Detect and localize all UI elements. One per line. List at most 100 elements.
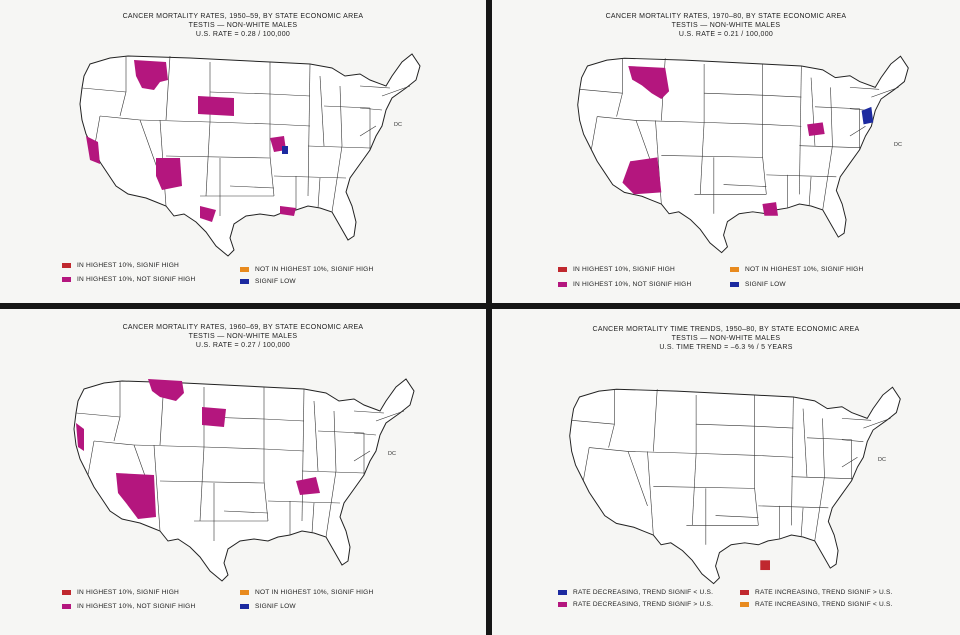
state-border (699, 122, 705, 195)
state-border (800, 507, 804, 538)
state-border (758, 505, 829, 509)
legend-swatch (62, 263, 71, 268)
dc-label: DC (878, 457, 886, 463)
state-border (317, 177, 321, 209)
highlighted-area-midwest (807, 122, 825, 136)
us-map (569, 386, 901, 585)
highlighted-area-montana (628, 65, 670, 100)
title-line-3: U.S. RATE = 0.28 / 100,000 (195, 31, 291, 38)
state-border (863, 418, 891, 429)
us-map (79, 53, 421, 257)
state-border (153, 444, 161, 532)
us-outline (577, 55, 909, 254)
legend-item: IN HIGHEST 10%, SIGNIF HIGH (62, 589, 179, 596)
state-border (263, 418, 305, 422)
highlighted-area-south-dakota (202, 407, 226, 427)
state-border (661, 155, 763, 158)
state-border (353, 450, 371, 462)
highlighted-area-montana (148, 379, 184, 401)
state-border (331, 145, 343, 213)
title-line-3: U.S. RATE = 0.27 / 100,000 (195, 342, 291, 349)
highlighted-area-arizona (622, 157, 662, 195)
state-border (802, 408, 808, 477)
panel-title: CANCER MORTALITY RATES, 1950–59, BY STAT… (0, 12, 486, 39)
state-border (307, 63, 311, 197)
state-border (822, 145, 833, 210)
state-border (263, 448, 305, 452)
highlighted-area-montana (134, 60, 168, 90)
map-panel-time-trends: CANCER MORTALITY TIME TRENDS, 1950–80, B… (492, 309, 960, 635)
legend-item: RATE DECREASING, TREND SIGNIF > U.S. (558, 601, 713, 608)
state-border (359, 125, 377, 137)
legend-swatch (240, 590, 249, 595)
panel-title: CANCER MORTALITY RATES, 1970–80, BY STAT… (492, 12, 960, 39)
legend-item: IN HIGHEST 10%, SIGNIF HIGH (558, 266, 675, 273)
state-border (317, 430, 365, 434)
state-border (715, 515, 759, 518)
state-border (704, 92, 763, 96)
state-border (754, 425, 794, 429)
state-border (339, 85, 343, 147)
highlighted-area-arizona (156, 158, 182, 190)
title-line-2: TESTIS — NON-WHITE MALES (188, 333, 298, 340)
title-line-1: CANCER MORTALITY RATES, 1970–80, BY STAT… (605, 13, 847, 20)
state-border (113, 416, 121, 442)
legend-swatch (740, 602, 749, 607)
title-line-3: U.S. TIME TREND = –6.3 % / 5 YEARS (659, 344, 793, 351)
state-border (849, 126, 866, 137)
legend-swatch (558, 602, 567, 607)
map-panel-1960-69: CANCER MORTALITY RATES, 1960–69, BY STAT… (0, 309, 486, 635)
state-border (269, 155, 275, 197)
state-border (313, 400, 319, 472)
state-border (849, 87, 880, 90)
state-border (841, 418, 872, 421)
highlighted-area-southeast (280, 206, 296, 216)
state-border (814, 476, 825, 541)
legend-item: IN HIGHEST 10%, NOT SIGNIF HIGH (62, 276, 195, 283)
map-panel-1970-80: CANCER MORTALITY RATES, 1970–80, BY STAT… (492, 0, 960, 303)
state-border (589, 447, 629, 452)
state-border (766, 174, 837, 178)
state-border (139, 119, 211, 123)
state-border (273, 175, 347, 179)
legend-swatch (730, 282, 739, 287)
state-border (93, 440, 135, 446)
state-border (841, 457, 858, 468)
highlighted-area-california (86, 136, 100, 164)
title-line-1: CANCER MORTALITY RATES, 1960–69, BY STAT… (122, 324, 364, 331)
state-border (269, 123, 311, 127)
legend-item: NOT IN HIGHEST 10%, SIGNIF HIGH (240, 589, 373, 596)
state-border (325, 470, 337, 538)
state-border (754, 455, 794, 458)
highlighted-area-south-dakota-west (198, 96, 234, 116)
state-border (762, 94, 802, 98)
us-map (577, 55, 909, 254)
state-border (301, 388, 305, 522)
state-border (229, 185, 275, 189)
legend-item: RATE INCREASING, TREND SIGNIF < U.S. (740, 601, 893, 608)
state-border (723, 184, 767, 187)
legend-item: IN HIGHEST 10%, NOT SIGNIF HIGH (558, 281, 691, 288)
state-border (133, 444, 205, 448)
state-border (583, 447, 590, 481)
legend-swatch (240, 267, 249, 272)
title-line-1: CANCER MORTALITY RATES, 1950–59, BY STAT… (122, 13, 364, 20)
panel-title: CANCER MORTALITY TIME TRENDS, 1950–80, B… (492, 325, 960, 352)
state-border (597, 116, 637, 121)
state-border (608, 424, 615, 448)
highlighted-area-northeast (861, 106, 874, 125)
state-border (165, 155, 271, 159)
state-border (762, 155, 767, 195)
state-border (591, 116, 598, 150)
legend-swatch (240, 604, 249, 609)
state-border (841, 439, 864, 442)
state-border (754, 486, 759, 526)
title-line-1: CANCER MORTALITY TIME TRENDS, 1950–80, B… (592, 326, 860, 333)
legend-item: IN HIGHEST 10%, SIGNIF HIGH (62, 262, 179, 269)
legend-swatch (62, 604, 71, 609)
legend-item: SIGNIF LOW (730, 281, 786, 288)
state-border (205, 121, 211, 197)
legend-item: NOT IN HIGHEST 10%, SIGNIF HIGH (730, 266, 863, 273)
state-border (830, 87, 833, 146)
legend-swatch (730, 267, 739, 272)
